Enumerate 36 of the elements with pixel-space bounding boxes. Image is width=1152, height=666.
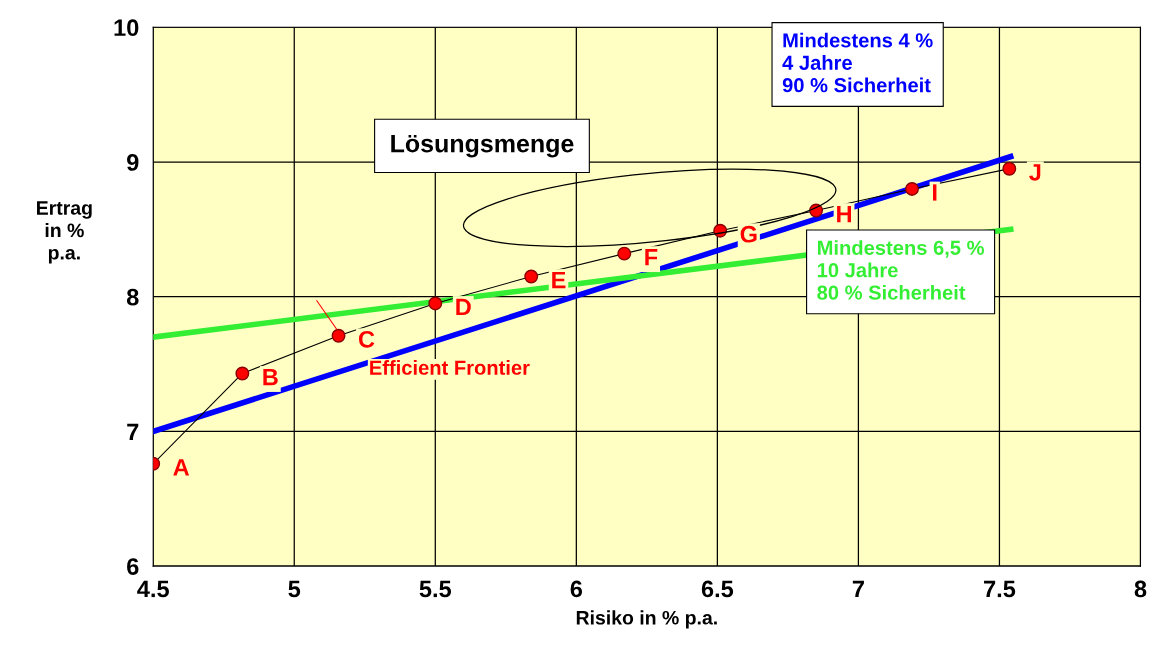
point — [524, 269, 539, 284]
y-tick-label: 9 — [127, 154, 139, 171]
annotation: F — [645, 249, 658, 266]
point — [331, 328, 346, 343]
point — [905, 181, 919, 196]
x-axis-title: Risiko in % p.a. — [576, 610, 717, 629]
annotation: D — [456, 298, 471, 316]
x-tick-label: 5.5 — [419, 580, 452, 598]
x-tick-label: 4.5 — [137, 580, 169, 598]
y-axis-title: Ertrag in % p.a. — [37, 201, 92, 264]
annotation: B — [263, 368, 278, 386]
y-tick-label: 7 — [127, 423, 139, 440]
y-tick-label: 10 — [114, 19, 139, 37]
annotation: I — [933, 184, 937, 201]
y-tick-label: 6 — [127, 558, 139, 575]
point — [617, 246, 632, 261]
x-tick-label: 6.5 — [701, 580, 734, 598]
annotation: C — [358, 330, 375, 348]
annotation: G — [740, 225, 757, 243]
text: Mindestens 4 % 4 Jahre 90 % Sicherheit — [782, 32, 933, 93]
series-label: Efficient Frontier — [370, 360, 530, 375]
point — [235, 366, 250, 381]
annotation: E — [552, 271, 566, 289]
point — [428, 296, 443, 311]
annotation: J — [1029, 164, 1041, 181]
x-tick-label: 8 — [1134, 580, 1147, 598]
x-tick-label: 6 — [570, 580, 583, 598]
annotation: Lösungsmenge — [391, 134, 574, 158]
y-tick-label: 8 — [126, 288, 139, 306]
annotation: A — [173, 459, 190, 476]
annotation: H — [837, 205, 851, 223]
series-label: Mindestens 6,5 % 10 Jahre 80 % Sicherheit — [817, 240, 984, 300]
x-tick-label: 7 — [852, 580, 864, 598]
point — [1002, 161, 1017, 176]
x-tick-label: 7.5 — [984, 580, 1016, 598]
x-tick-label: 5 — [288, 580, 301, 598]
